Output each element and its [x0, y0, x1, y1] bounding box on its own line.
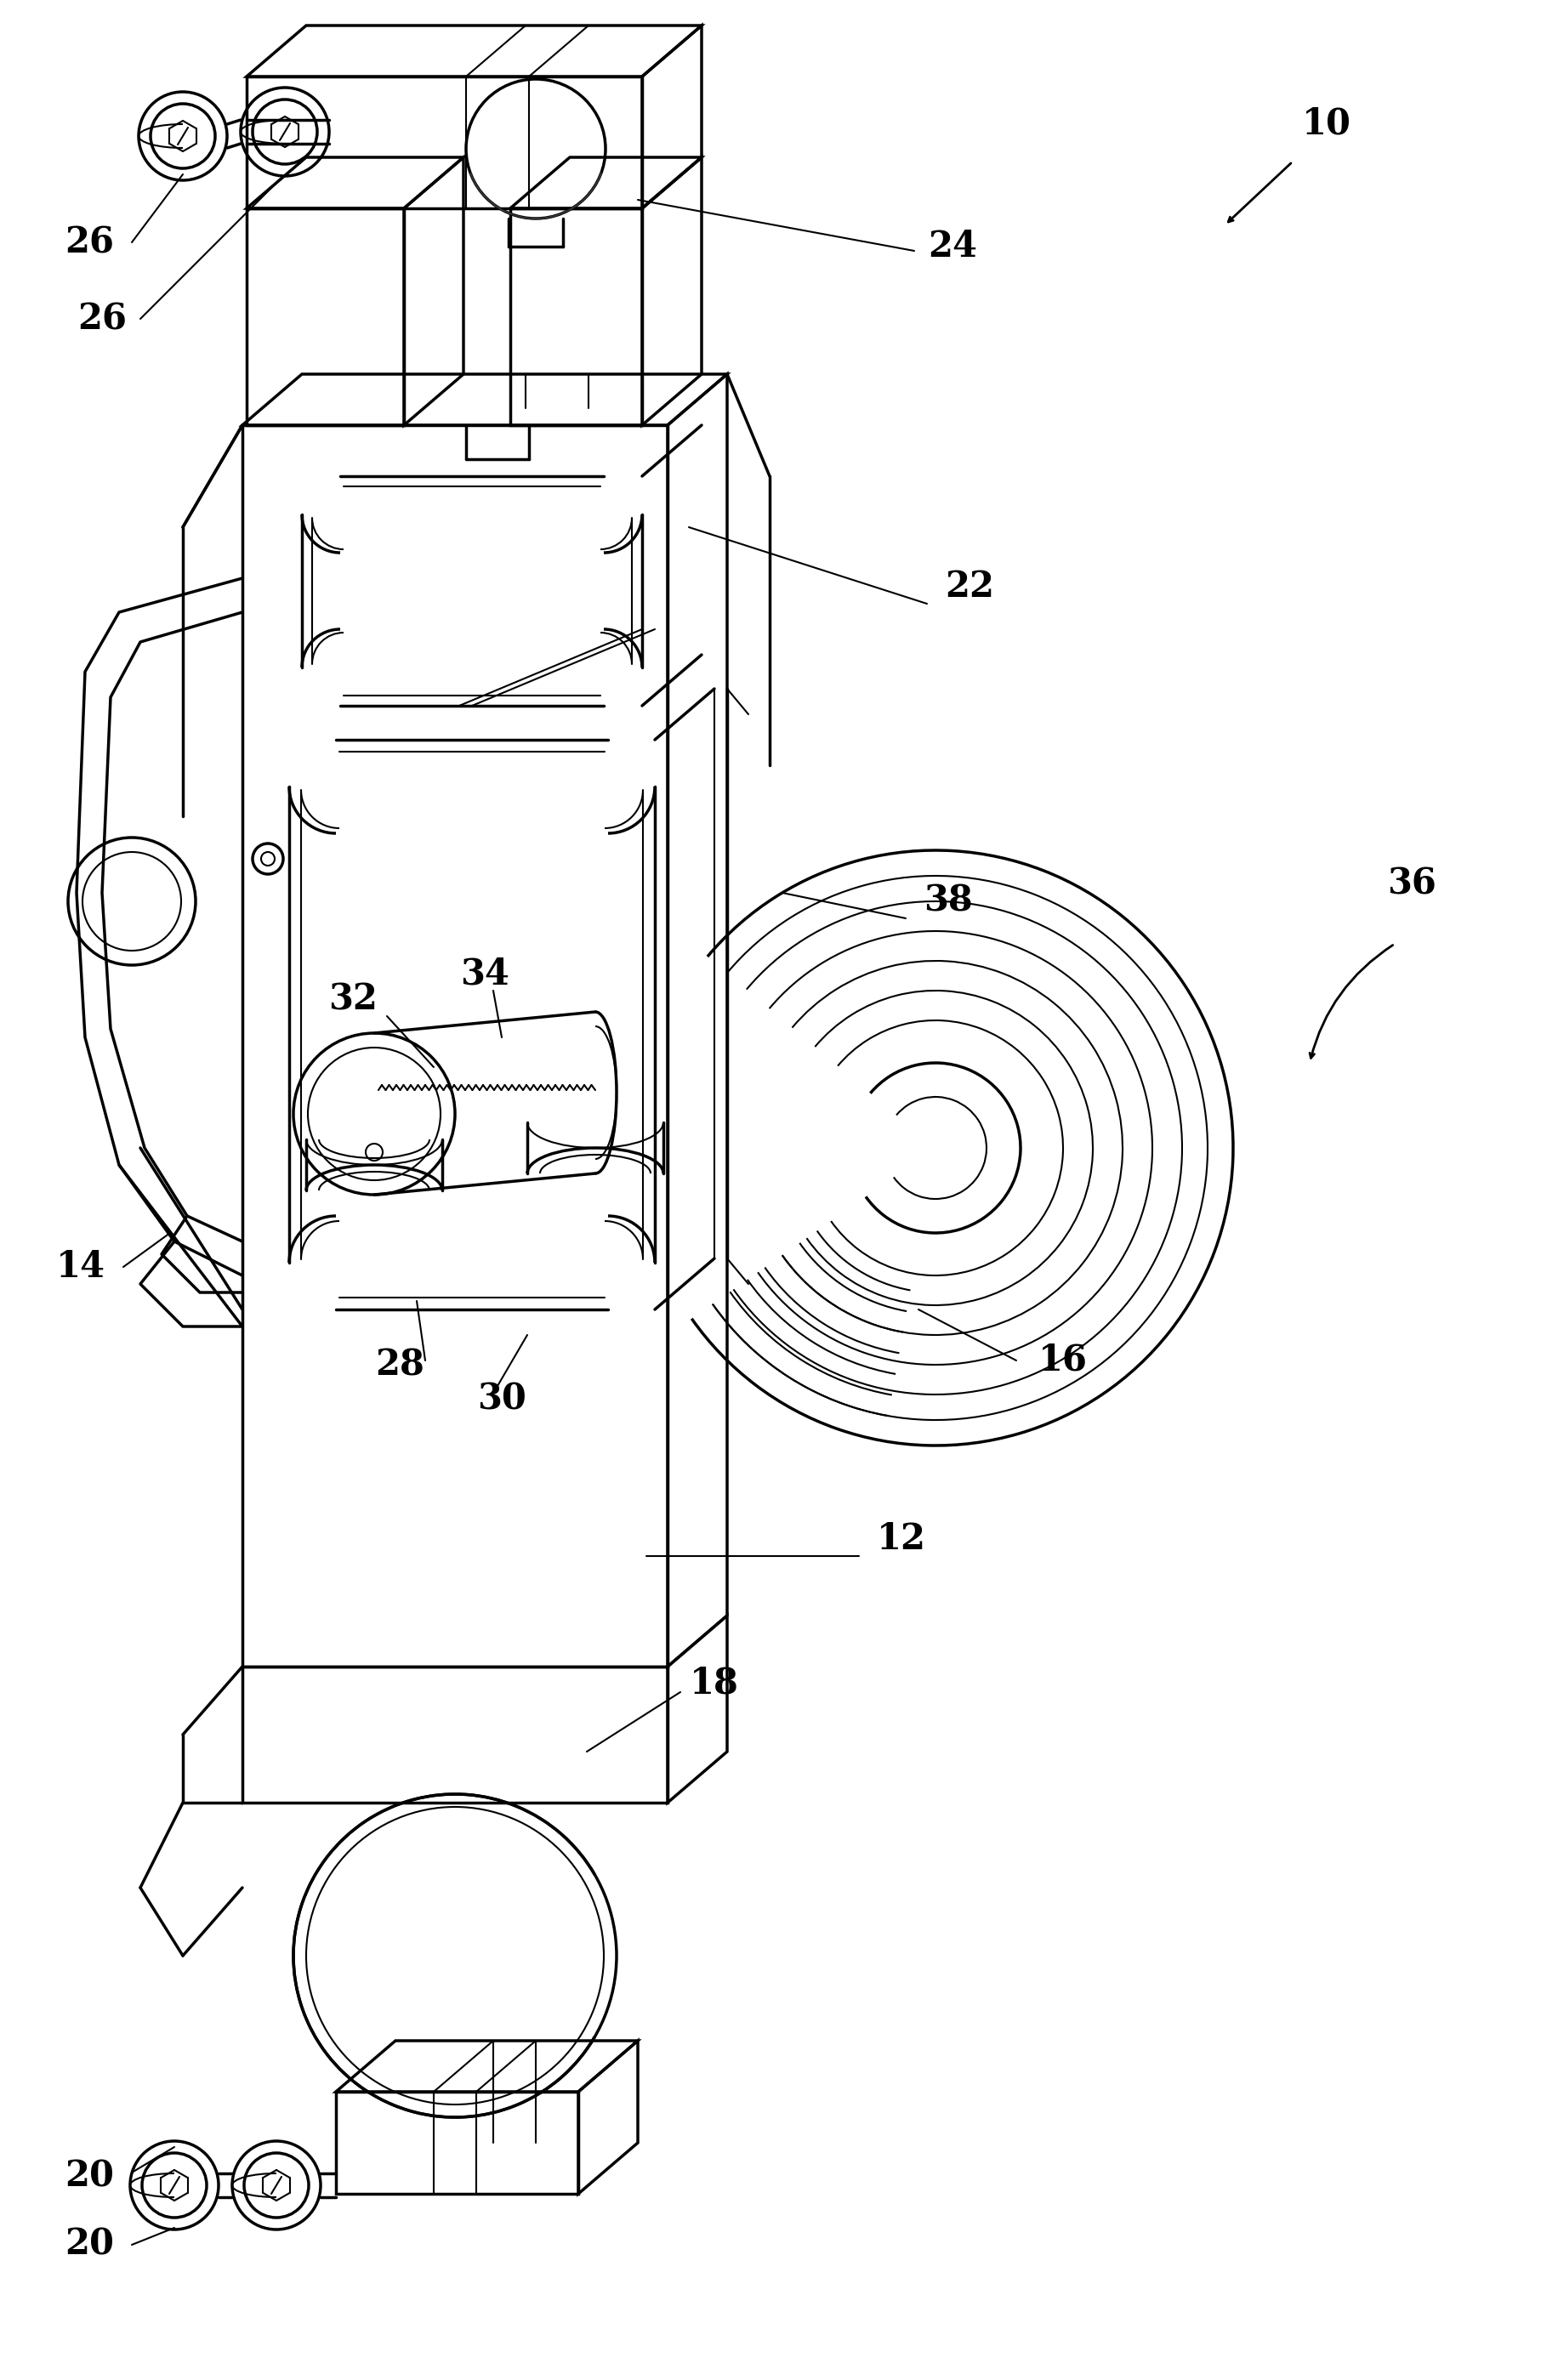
Text: 24: 24	[927, 228, 977, 264]
Text: 12: 12	[876, 1521, 925, 1557]
Text: 38: 38	[924, 883, 972, 919]
Text: 30: 30	[477, 1380, 527, 1416]
Text: 28: 28	[375, 1347, 424, 1383]
Text: 36: 36	[1387, 866, 1435, 902]
Text: 26: 26	[64, 224, 114, 259]
Text: 20: 20	[64, 2159, 114, 2194]
Text: 14: 14	[56, 1250, 106, 1285]
Text: 26: 26	[78, 300, 126, 336]
Text: 18: 18	[689, 1666, 738, 1702]
Text: 16: 16	[1038, 1342, 1087, 1378]
Text: 10: 10	[1301, 105, 1351, 140]
Text: 22: 22	[944, 569, 994, 605]
Text: 20: 20	[64, 2228, 114, 2263]
Text: 34: 34	[460, 957, 509, 992]
Text: 32: 32	[329, 981, 377, 1016]
